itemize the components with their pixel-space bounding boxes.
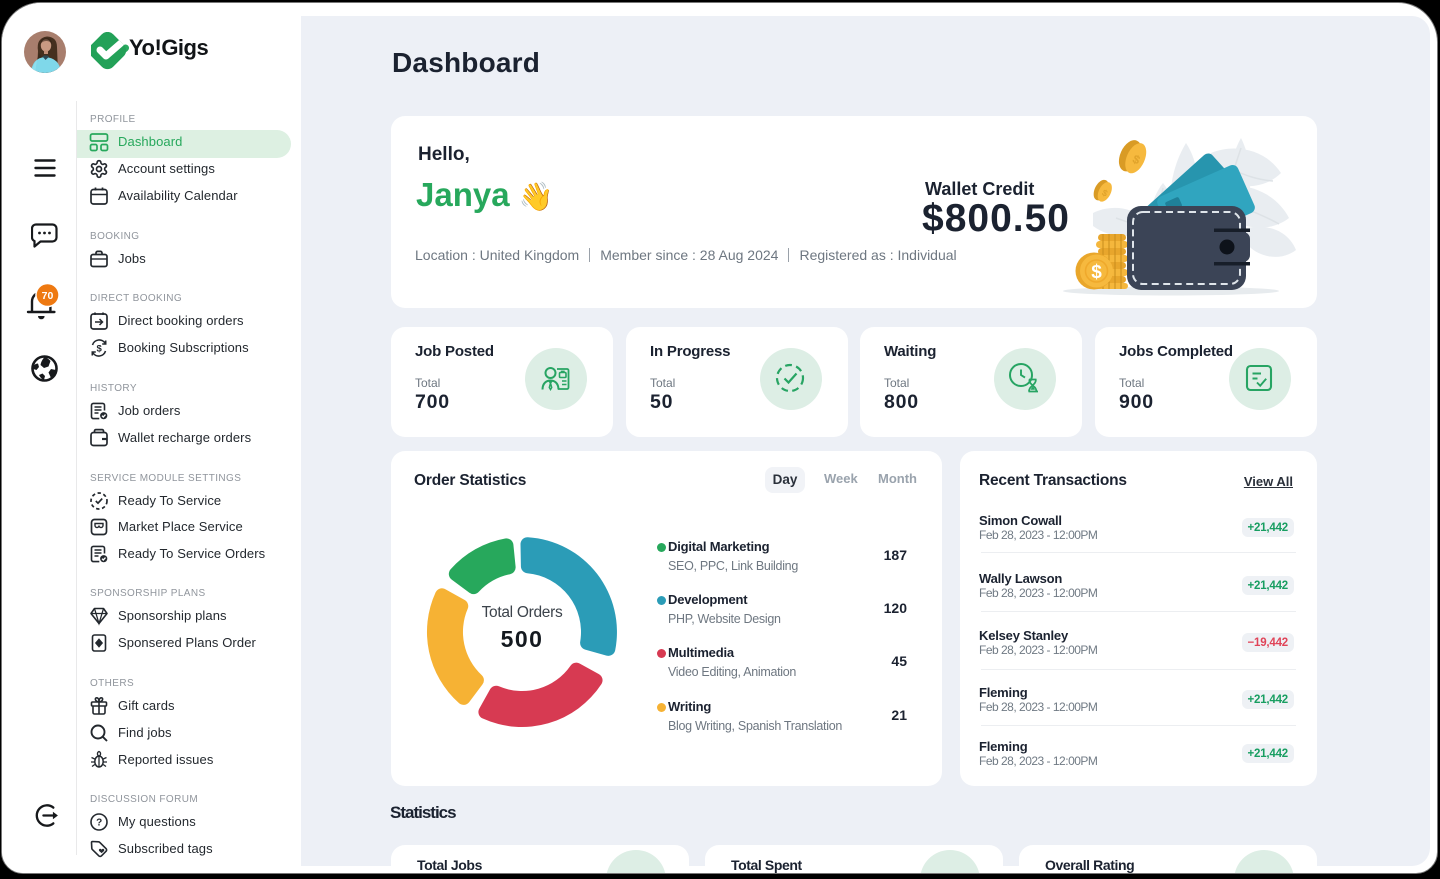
- svg-text:?: ?: [96, 818, 102, 829]
- svg-text:$: $: [1091, 262, 1102, 283]
- svg-text:$: $: [1100, 187, 1109, 198]
- svg-text:70: 70: [41, 290, 53, 302]
- svg-text:$: $: [97, 343, 103, 354]
